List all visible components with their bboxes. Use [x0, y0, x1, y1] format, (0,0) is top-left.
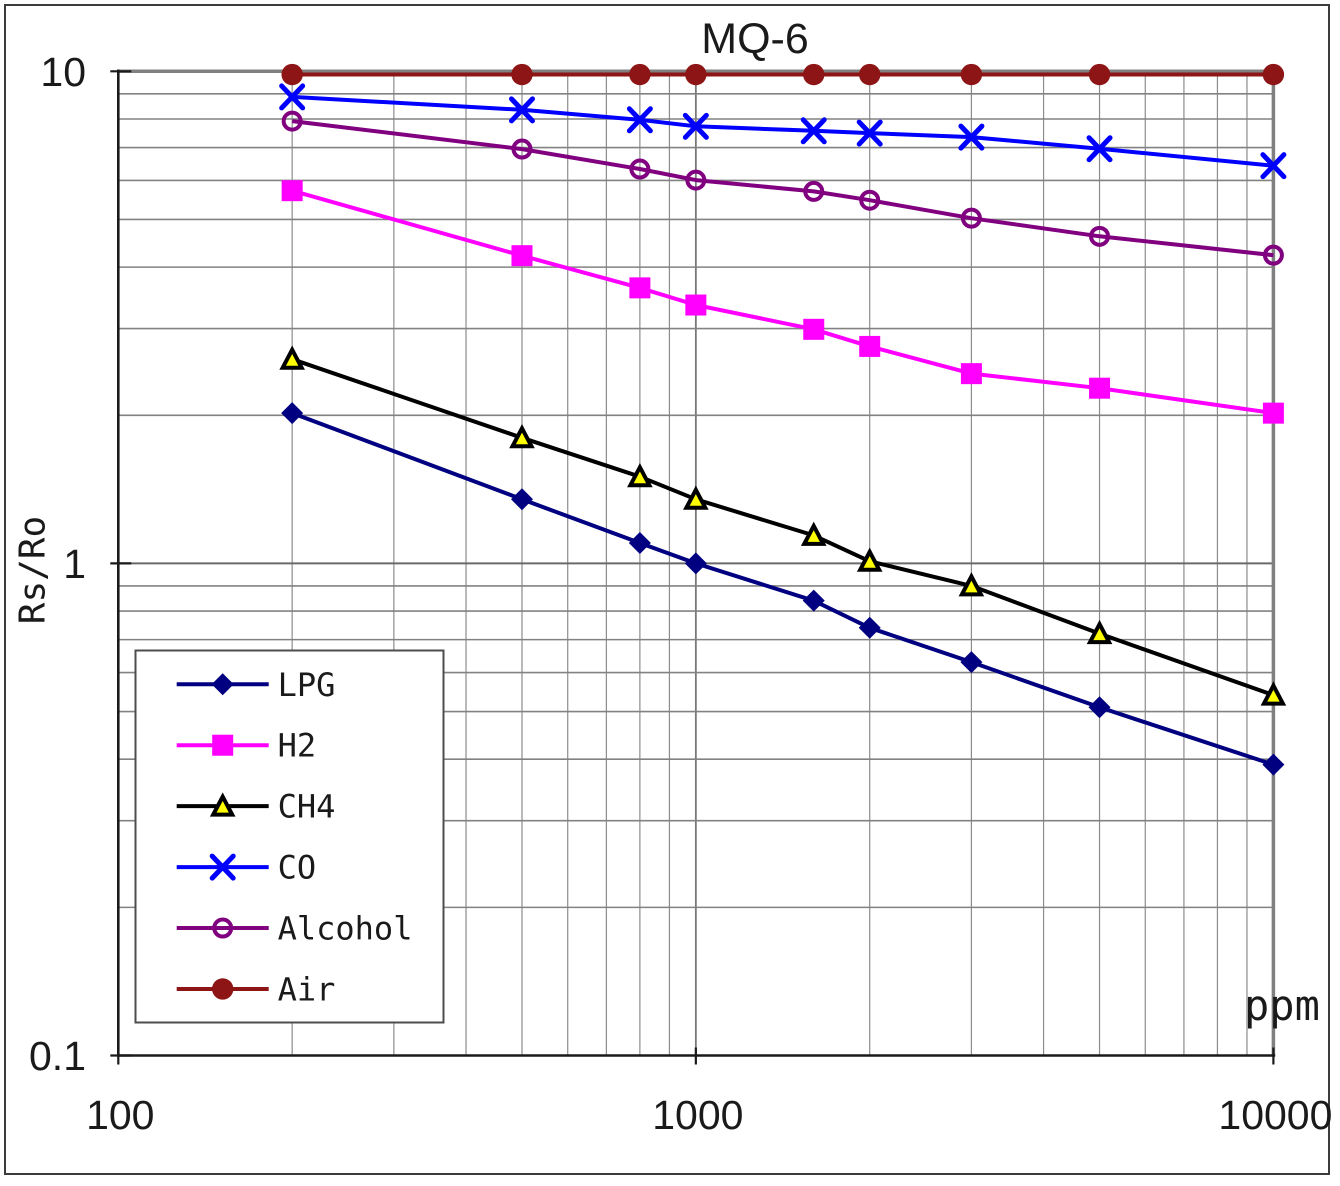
x-axis-title: ppm: [1244, 981, 1320, 1030]
marker-Alcohol-800: [629, 158, 651, 180]
marker-Alcohol-3000: [960, 207, 982, 229]
marker-Air-5000: [1088, 63, 1111, 86]
marker-LPG-1000: [684, 552, 707, 575]
marker-CO-1600: [800, 117, 827, 145]
marker-Alcohol-5000: [1089, 225, 1111, 247]
legend-box: [134, 649, 445, 1024]
marker-CH4-500: [509, 423, 535, 449]
series-line-H2: [291, 188, 1274, 416]
marker-H2-1000: [685, 294, 707, 316]
legend-marker-LPG: [211, 673, 234, 696]
marker-CO-3000: [958, 123, 985, 151]
y-tick-label-0.1: 0.1: [29, 1033, 86, 1079]
y-tick-label-1: 1: [63, 541, 86, 587]
legend-label-CH4: CH4: [278, 788, 336, 826]
marker-CH4-5000: [1086, 619, 1113, 645]
marker-LPG-2000: [858, 616, 881, 639]
marker-CO-5000: [1086, 135, 1113, 163]
x-tick-label-100: 100: [86, 1092, 154, 1138]
marker-Alcohol-1600: [803, 180, 825, 202]
marker-H2-200: [281, 180, 303, 202]
series-line-CH4: [291, 357, 1275, 697]
legend-marker-H2: [212, 734, 234, 756]
marker-H2-3000: [960, 363, 982, 385]
marker-CO-1000: [682, 112, 709, 140]
marker-CH4-200: [279, 345, 305, 370]
marker-LPG-800: [628, 532, 651, 555]
marker-CH4-800: [627, 462, 653, 488]
marker-LPG-5000: [1088, 696, 1111, 719]
legend-marker-Alcohol: [212, 917, 234, 939]
chart-title: MQ-6: [701, 15, 809, 63]
x-tick-label-10000: 10000: [1218, 1092, 1332, 1138]
marker-CH4-3000: [958, 572, 985, 597]
series-line-CO: [292, 94, 1274, 168]
marker-H2-10000: [1262, 402, 1284, 424]
legend-label-Air: Air: [278, 970, 336, 1008]
marker-H2-1600: [803, 318, 825, 340]
marker-Air-1000: [685, 63, 707, 86]
marker-LPG-200: [281, 402, 304, 425]
marker-CH4-10000: [1260, 681, 1287, 706]
legend-label-CO: CO: [278, 849, 317, 887]
marker-Air-2000: [859, 63, 881, 86]
marker-CH4-1000: [683, 485, 709, 510]
marker-CO-500: [508, 96, 535, 124]
marker-Alcohol-500: [511, 138, 533, 160]
marker-CO-200: [279, 83, 306, 111]
marker-CH4-1600: [800, 521, 827, 546]
marker-H2-2000: [859, 335, 881, 357]
y-axis-title: Rs/Ro: [12, 515, 54, 625]
legend-label-H2: H2: [278, 727, 317, 765]
marker-LPG-1600: [802, 589, 825, 612]
marker-LPG-500: [510, 488, 533, 511]
marker-LPG-10000: [1262, 753, 1285, 776]
marker-CO-10000: [1260, 152, 1287, 180]
marker-Alcohol-10000: [1262, 244, 1284, 266]
marker-LPG-3000: [960, 651, 983, 674]
marker-Air-3000: [960, 63, 983, 86]
marker-Air-200: [281, 63, 303, 86]
marker-CH4-2000: [856, 547, 883, 572]
marker-CO-2000: [856, 119, 883, 147]
marker-H2-800: [629, 277, 651, 299]
marker-Alcohol-200: [281, 110, 303, 132]
marker-Air-1600: [803, 63, 825, 86]
marker-H2-500: [511, 245, 533, 267]
y-tick-label-10: 10: [40, 49, 86, 95]
legend-marker-CH4: [209, 792, 236, 817]
outer-border: [4, 4, 1330, 1175]
marker-Air-500: [511, 63, 533, 86]
marker-H2-5000: [1089, 377, 1111, 399]
legend-marker-CO: [209, 853, 236, 881]
marker-Alcohol-2000: [859, 189, 881, 211]
marker-Alcohol-1000: [685, 169, 707, 191]
series-line-Alcohol: [291, 119, 1274, 258]
marker-CO-800: [626, 106, 653, 134]
legend-label-Alcohol: Alcohol: [278, 910, 413, 948]
marker-Air-10000: [1262, 63, 1285, 86]
legend-label-LPG: LPG: [278, 666, 336, 704]
marker-Air-800: [629, 63, 651, 86]
x-tick-label-1000: 1000: [652, 1092, 743, 1138]
legend-marker-Air: [212, 978, 234, 1000]
